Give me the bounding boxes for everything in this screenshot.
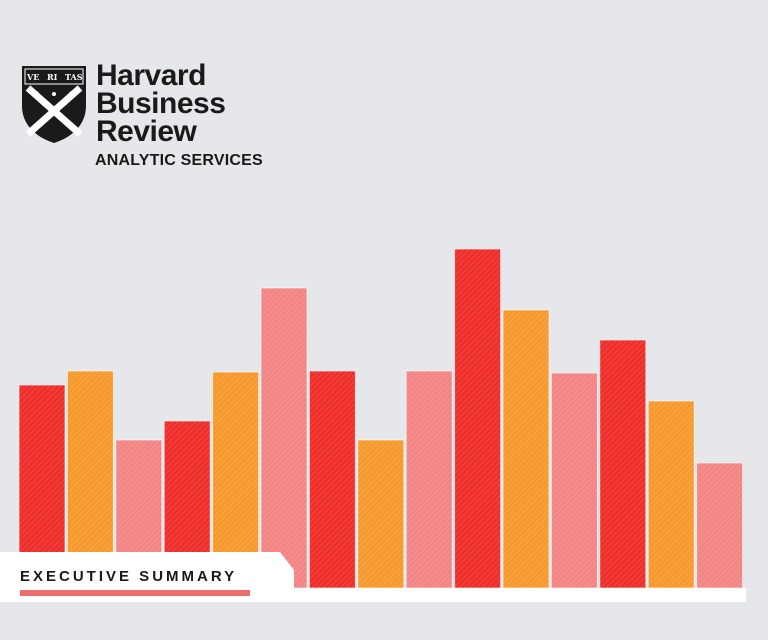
- bar-7-hatch: [309, 371, 356, 588]
- bar-14-hatch: [648, 401, 695, 588]
- bar-2-hatch: [67, 371, 114, 588]
- bar-8-hatch: [357, 440, 404, 588]
- summary-tab: [0, 552, 294, 602]
- shield-text-2: RI: [47, 72, 58, 82]
- shield-text-1: VE: [26, 72, 39, 82]
- summary-underline: [20, 590, 250, 596]
- bar-13-hatch: [599, 340, 646, 588]
- bar-15-hatch: [696, 463, 743, 588]
- brand-subtitle: ANALYTIC SERVICES: [95, 152, 263, 169]
- executive-summary-label: EXECUTIVE SUMMARY: [20, 568, 238, 585]
- hbr-logo: VE RI TAS Harvard Business Review: [20, 59, 226, 148]
- bar-10-hatch: [454, 249, 501, 588]
- shield-text-3: TAS: [65, 72, 83, 82]
- bar-11-hatch: [503, 310, 549, 588]
- brand-line-harvard: Harvard: [96, 59, 206, 92]
- bar-6-hatch: [261, 288, 307, 588]
- shield-icon: VE RI TAS: [22, 66, 86, 143]
- bar-9-hatch: [406, 371, 453, 588]
- bar-12-hatch: [551, 373, 598, 588]
- brand-line-review: Review: [96, 115, 197, 148]
- brand-line-business: Business: [96, 87, 226, 120]
